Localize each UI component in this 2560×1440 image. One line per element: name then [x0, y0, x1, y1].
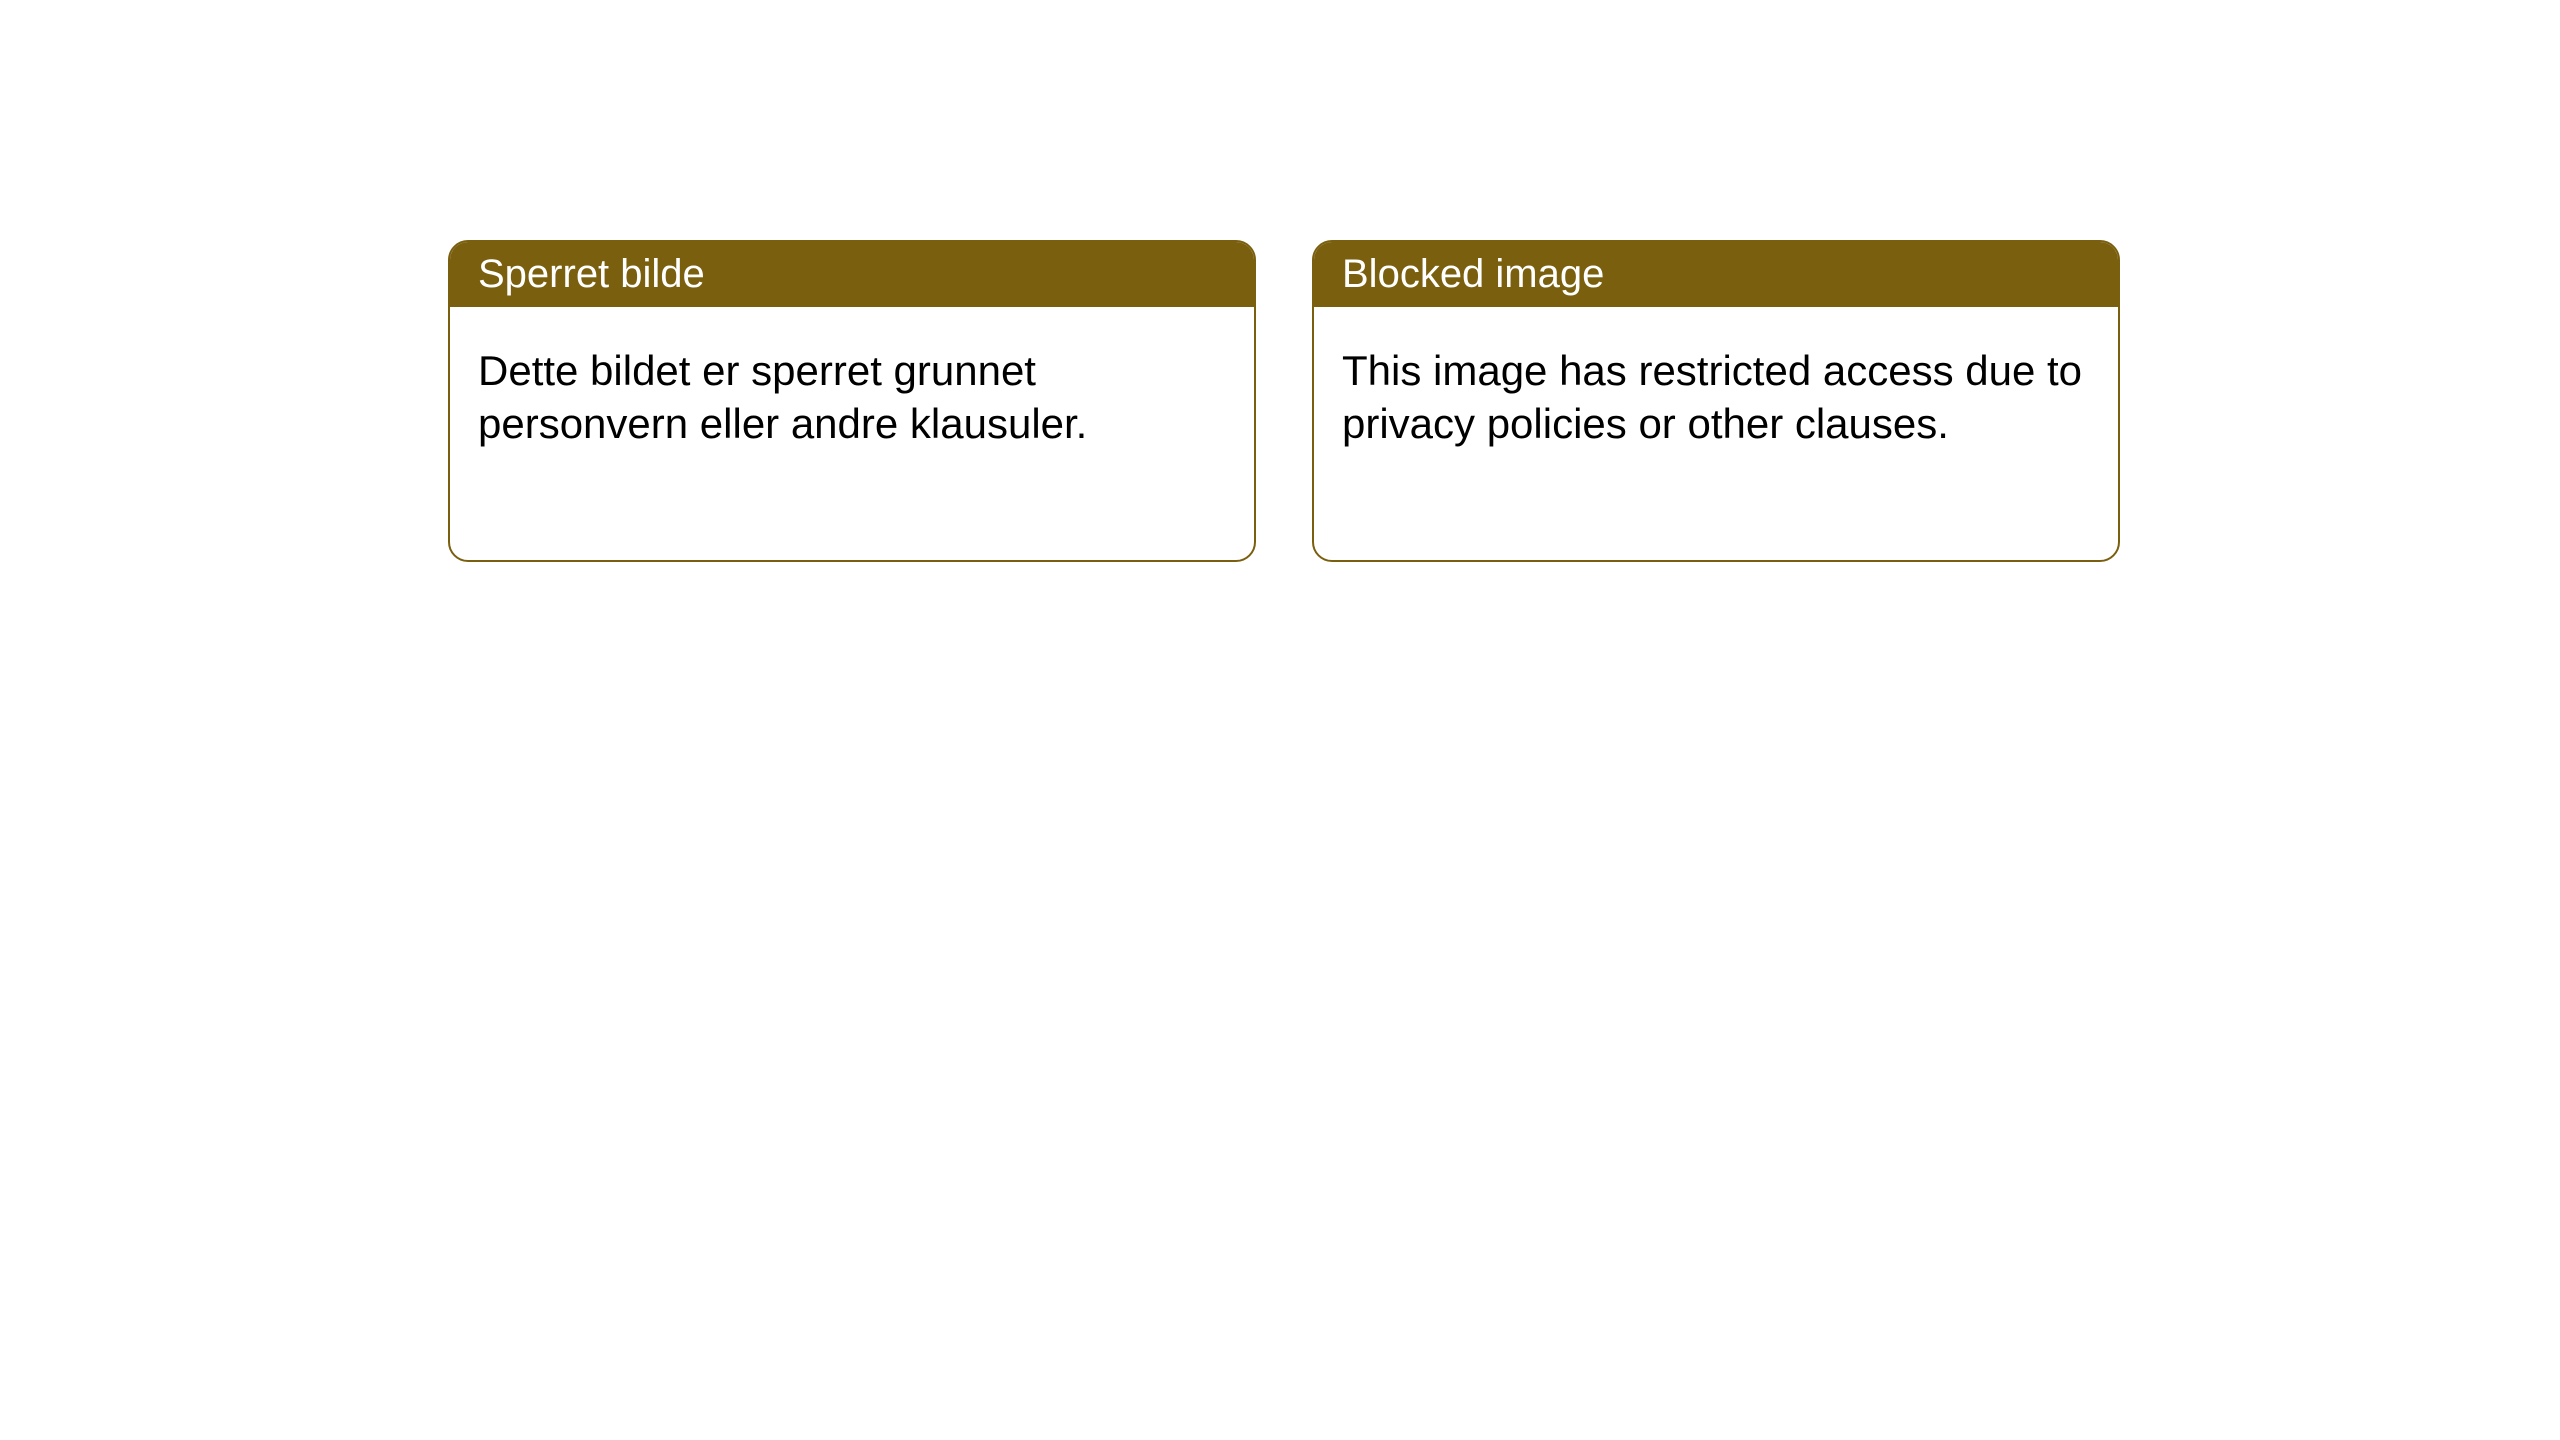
card-header: Blocked image — [1314, 242, 2118, 307]
card-body: This image has restricted access due to … — [1314, 307, 2118, 560]
notice-container: Sperret bilde Dette bildet er sperret gr… — [0, 0, 2560, 562]
card-body-text: This image has restricted access due to … — [1342, 347, 2082, 447]
card-header: Sperret bilde — [450, 242, 1254, 307]
card-title: Sperret bilde — [478, 252, 705, 296]
blocked-image-card-english: Blocked image This image has restricted … — [1312, 240, 2120, 562]
card-body: Dette bildet er sperret grunnet personve… — [450, 307, 1254, 560]
card-body-text: Dette bildet er sperret grunnet personve… — [478, 347, 1087, 447]
blocked-image-card-norwegian: Sperret bilde Dette bildet er sperret gr… — [448, 240, 1256, 562]
card-title: Blocked image — [1342, 252, 1604, 296]
